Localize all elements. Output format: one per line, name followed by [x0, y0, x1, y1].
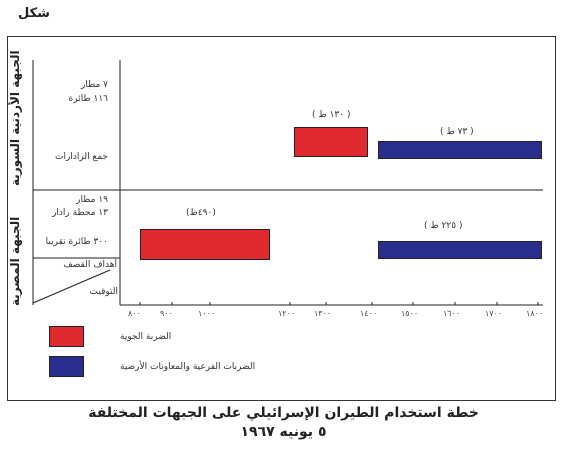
axis-tick-label: ١٣٠٠: [314, 309, 332, 318]
bar-egypt-ground-strike: [378, 241, 542, 259]
front1-info-line2: ١١٦ طائرة: [68, 94, 108, 104]
label-egypt-ground: ( ٢٢٥ ط ): [424, 221, 463, 231]
bar-jordan-syria-ground-strike: [378, 141, 542, 159]
axis-tick-label: ١٤٠٠: [360, 309, 378, 318]
axis-tick-label: ٩٠٠: [160, 309, 173, 318]
front-name-jordan-syria: الجبهة الأردنية السورية: [8, 50, 22, 186]
front2-info-note: ٣٠٠ طائرة تقريبا: [45, 237, 108, 247]
front2-info-line1: ١٩ مطار: [76, 195, 108, 205]
diagram-date: ٥ يونيه ١٩٦٧: [240, 424, 327, 440]
front2-info-line2: ١٣ محطة رادار: [52, 208, 108, 218]
front-name-egypt: الجبهة المصرية: [8, 216, 22, 306]
axis-tick-label: ١٢٠٠: [278, 309, 296, 318]
label-jordan-syria-air: ( ١٣٠ ط ): [312, 110, 351, 120]
label-jordan-syria-ground: ( ٧٣ ط ): [440, 127, 474, 137]
legend-air-label: الضربة الجوية: [120, 332, 172, 342]
axis-tick-label: ١٠٠٠: [198, 309, 216, 318]
legend-ground-label: الضربات الفرعية والمعاونات الأرضية: [120, 362, 256, 372]
legend-ground-swatch: [49, 356, 84, 377]
axis-tick-label: ١٧٠٠: [485, 309, 503, 318]
diagram-title: خطة استخدام الطيران الإسرائيلي على الجبه…: [88, 405, 479, 421]
axis-tick-label: ١٦٠٠: [443, 309, 461, 318]
front1-info-line1: ٧ مطار: [81, 80, 108, 90]
label-egypt-air: (٤٩٠ط): [186, 208, 216, 218]
axis-tick-label: ١٨٠٠: [526, 309, 544, 318]
figure-label: شكل: [18, 6, 50, 21]
bar-egypt-air-strike: [140, 229, 270, 260]
bar-jordan-syria-air-strike: [294, 127, 368, 157]
corner-timing: التوقيت: [89, 287, 118, 297]
axis-tick-label: ١٥٠٠: [401, 309, 419, 318]
corner-targets: أهداف القصف: [63, 260, 117, 270]
legend-air-swatch: [49, 326, 84, 347]
front1-info-note: جمع الرادارات: [55, 152, 108, 162]
diagram-frame: [7, 36, 556, 401]
axis-tick-label: ٨٠٠: [128, 309, 141, 318]
